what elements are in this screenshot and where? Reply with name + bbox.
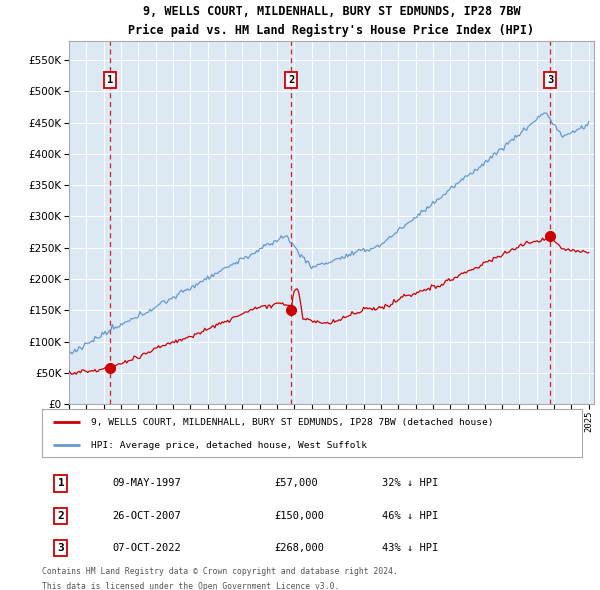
Text: 2: 2: [288, 75, 294, 85]
Text: Contains HM Land Registry data © Crown copyright and database right 2024.: Contains HM Land Registry data © Crown c…: [42, 567, 398, 576]
Text: 43% ↓ HPI: 43% ↓ HPI: [382, 543, 439, 553]
Text: £268,000: £268,000: [274, 543, 324, 553]
Text: 07-OCT-2022: 07-OCT-2022: [112, 543, 181, 553]
Text: 1: 1: [107, 75, 113, 85]
Text: 3: 3: [58, 543, 64, 553]
Title: 9, WELLS COURT, MILDENHALL, BURY ST EDMUNDS, IP28 7BW
Price paid vs. HM Land Reg: 9, WELLS COURT, MILDENHALL, BURY ST EDMU…: [128, 5, 535, 37]
Text: This data is licensed under the Open Government Licence v3.0.: This data is licensed under the Open Gov…: [42, 582, 340, 590]
Text: 26-OCT-2007: 26-OCT-2007: [112, 511, 181, 521]
Text: 46% ↓ HPI: 46% ↓ HPI: [382, 511, 439, 521]
Text: 1: 1: [58, 478, 64, 489]
Text: 32% ↓ HPI: 32% ↓ HPI: [382, 478, 439, 489]
Text: 9, WELLS COURT, MILDENHALL, BURY ST EDMUNDS, IP28 7BW (detached house): 9, WELLS COURT, MILDENHALL, BURY ST EDMU…: [91, 418, 493, 427]
Text: £57,000: £57,000: [274, 478, 318, 489]
Text: £150,000: £150,000: [274, 511, 324, 521]
Text: 2: 2: [58, 511, 64, 521]
Text: 09-MAY-1997: 09-MAY-1997: [112, 478, 181, 489]
Text: 3: 3: [547, 75, 553, 85]
Text: HPI: Average price, detached house, West Suffolk: HPI: Average price, detached house, West…: [91, 441, 367, 450]
